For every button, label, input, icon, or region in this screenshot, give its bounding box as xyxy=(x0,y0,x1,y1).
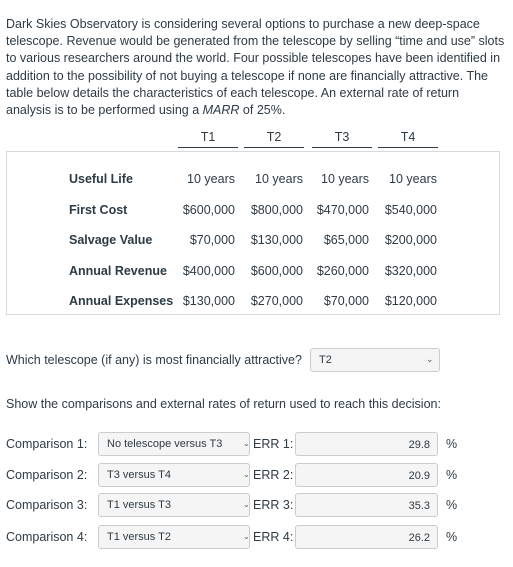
marr-term: MARR xyxy=(202,103,240,118)
row-label: Annual Revenue xyxy=(69,264,167,278)
comparison-1-select[interactable]: No telescope versus T3 xyxy=(98,432,250,456)
table-cell: $470,000 xyxy=(316,203,369,217)
table-cell: $600,000 xyxy=(250,264,303,278)
comparison-select-value: No telescope versus T3 xyxy=(107,438,223,450)
table-row: Useful Life 10 years 10 years 10 years 1… xyxy=(7,172,499,190)
row-label: First Cost xyxy=(69,203,128,217)
intro-line: analysis is to be performed using a MARR… xyxy=(6,102,506,119)
table-cell: $120,000 xyxy=(384,294,437,308)
table-cell: $70,000 xyxy=(323,294,369,308)
table-cell: $200,000 xyxy=(384,233,437,247)
comparison-label: Comparison 4: xyxy=(6,530,88,544)
column-header-t3: T3 xyxy=(312,130,372,148)
column-header-t4: T4 xyxy=(378,130,438,148)
err-3-input[interactable]: 35.3 xyxy=(295,493,438,517)
intro-line: addition to the possibility of not buyin… xyxy=(6,68,489,83)
table-row: First Cost $600,000 $800,000 $470,000 $5… xyxy=(7,203,499,221)
table-cell: 10 years xyxy=(321,172,369,186)
table-cell: 10 years xyxy=(255,172,303,186)
intro-text: of 25%. xyxy=(239,103,286,118)
telescope-table: Useful Life 10 years 10 years 10 years 1… xyxy=(6,151,500,315)
column-header-t1: T1 xyxy=(178,130,238,148)
percent-unit: % xyxy=(446,530,458,544)
comparison-3-select[interactable]: T1 versus T3 xyxy=(98,493,250,517)
table-cell: $70,000 xyxy=(189,233,235,247)
intro-line: to various researchers around the world.… xyxy=(6,51,501,66)
problem-statement: Dark Skies Observatory is considering se… xyxy=(6,16,506,119)
comparison-label: Comparison 1: xyxy=(6,437,88,451)
comparison-select-value: T1 versus T3 xyxy=(107,499,171,511)
table-cell: $260,000 xyxy=(316,264,369,278)
chevron-down-icon: ⌄ xyxy=(426,354,434,364)
err-label: ERR 2: xyxy=(253,468,294,482)
chevron-down-icon[interactable]: ⌄ xyxy=(243,500,250,509)
intro-line: telescope. Revenue would be generated fr… xyxy=(6,34,505,49)
table-row: Salvage Value $70,000 $130,000 $65,000 $… xyxy=(7,233,499,251)
percent-unit: % xyxy=(446,498,458,512)
err-label: ERR 3: xyxy=(253,498,294,512)
question-text: Which telescope (if any) is most financi… xyxy=(6,353,302,367)
err-label: ERR 1: xyxy=(253,437,294,451)
instruction-text: Show the comparisons and external rates … xyxy=(6,397,441,411)
comparison-2-select[interactable]: T3 versus T4 xyxy=(98,463,250,487)
comparison-select-value: T1 versus T2 xyxy=(107,531,171,543)
telescope-select[interactable]: T2 ⌄ xyxy=(310,348,440,372)
table-cell: $130,000 xyxy=(182,294,235,308)
table-cell: $320,000 xyxy=(384,264,437,278)
percent-unit: % xyxy=(446,437,458,451)
comparison-4-select[interactable]: T1 versus T2 xyxy=(98,525,250,549)
comparison-select-value: T3 versus T4 xyxy=(107,469,171,481)
row-label: Annual Expenses xyxy=(69,294,174,308)
percent-unit: % xyxy=(446,468,458,482)
comparison-label: Comparison 2: xyxy=(6,468,88,482)
row-label: Salvage Value xyxy=(69,233,153,247)
comparison-label: Comparison 3: xyxy=(6,498,88,512)
intro-line: table below details the characteristics … xyxy=(6,85,460,100)
table-cell: $600,000 xyxy=(182,203,235,217)
table-cell: 10 years xyxy=(389,172,437,186)
err-2-input[interactable]: 20.9 xyxy=(295,463,438,487)
table-column-headers: T1 T2 T3 T4 xyxy=(0,130,513,150)
table-cell: $540,000 xyxy=(384,203,437,217)
intro-line: Dark Skies Observatory is considering se… xyxy=(6,17,480,31)
table-cell: $270,000 xyxy=(250,294,303,308)
table-row: Annual Expenses $130,000 $270,000 $70,00… xyxy=(7,294,499,312)
column-header-t2: T2 xyxy=(244,130,304,148)
err-label: ERR 4: xyxy=(253,530,294,544)
table-cell: $400,000 xyxy=(182,264,235,278)
chevron-down-icon[interactable]: ⌄ xyxy=(243,532,250,541)
chevron-down-icon[interactable]: ⌄ xyxy=(243,470,250,479)
row-label: Useful Life xyxy=(69,172,133,186)
table-cell: $800,000 xyxy=(250,203,303,217)
table-row: Annual Revenue $400,000 $600,000 $260,00… xyxy=(7,264,499,282)
telescope-select-value: T2 xyxy=(319,354,332,366)
intro-text: analysis is to be performed using a xyxy=(6,103,203,118)
table-cell: $65,000 xyxy=(323,233,369,247)
chevron-down-icon[interactable]: ⌄ xyxy=(243,439,250,448)
table-cell: $130,000 xyxy=(250,233,303,247)
table-cell: 10 years xyxy=(187,172,235,186)
err-4-input[interactable]: 26.2 xyxy=(295,525,438,549)
err-1-input[interactable]: 29.8 xyxy=(295,432,438,456)
